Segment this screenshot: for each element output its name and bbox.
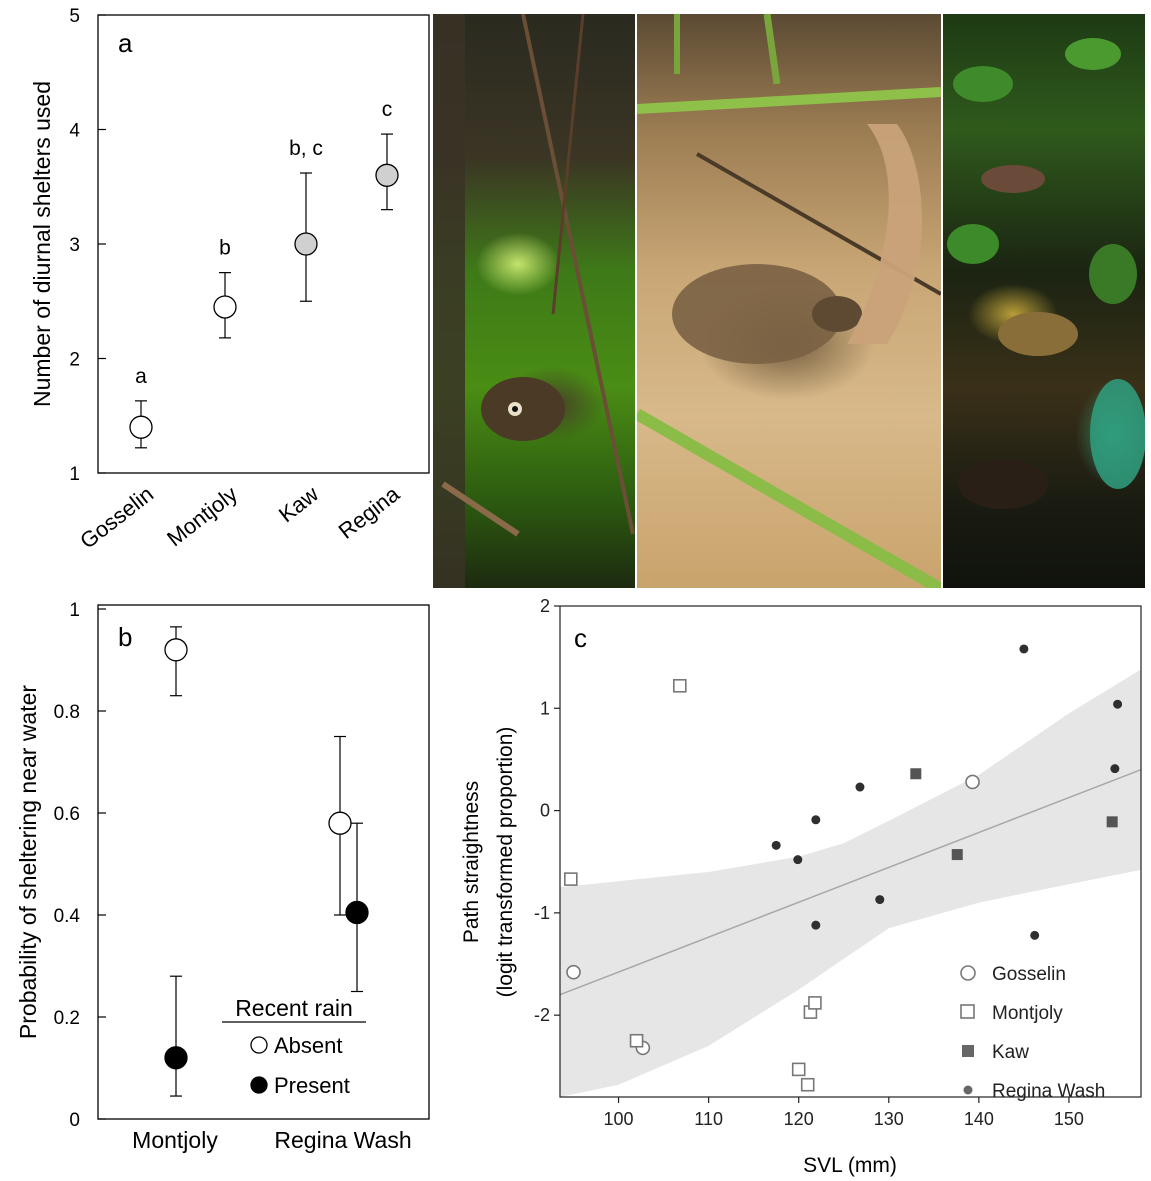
panel-c-montjoly-point <box>791 1062 806 1077</box>
panel-a-x-tick-label-gosselin: Gosselin <box>75 481 158 553</box>
panel-c-kaw-point <box>951 849 963 861</box>
panel-b-y-tick-label: 0 <box>69 1110 80 1131</box>
panel-a-y-tick-label: 4 <box>69 121 80 142</box>
panel-c-montjoly-point <box>629 1033 644 1048</box>
legend-gosselin-marker <box>960 965 976 981</box>
legend-present-label: Present <box>274 1073 350 1098</box>
photo-3-details <box>947 38 1145 509</box>
panel-c-gosselin-point <box>965 774 980 790</box>
panel-c-regina-wash-point <box>1019 644 1029 654</box>
photo-1-details <box>433 14 635 588</box>
panel-b-present-regina-wash-point <box>345 900 369 925</box>
legend-regina-wash-label: Regina Wash <box>992 1081 1105 1102</box>
panel-a-regina-significance-letter: c <box>382 98 393 121</box>
panel-a-x-tick-label-montjoly: Montjoly <box>162 481 242 551</box>
panel-a-montjoly-significance-letter: b <box>219 237 231 260</box>
legend-montjoly-label: Montjoly <box>992 1003 1063 1024</box>
panel-c-fit-line <box>559 768 1142 996</box>
panel-a-x-tick-label-kaw: Kaw <box>274 481 323 527</box>
panel-b-x-tick-label-montjoly: Montjoly <box>132 1127 218 1153</box>
panel-a-plot-frame <box>97 14 430 474</box>
panel-a-y-tick-label: 1 <box>69 464 80 485</box>
panel-a: a Number of diurnal shelters used 12345 … <box>29 6 430 554</box>
toad-in-leaf-litter-photo <box>943 14 1145 588</box>
panel-c: c Path straightness (logit transformed p… <box>460 596 1142 1177</box>
panel-b-absent-regina-wash-point <box>328 811 352 835</box>
panel-c-kaw-point <box>1106 816 1118 828</box>
legend-absent-marker <box>250 1036 268 1054</box>
panel-a-y-axis-label: Number of diurnal shelters used <box>29 81 55 407</box>
panel-c-regina-wash-point <box>793 855 803 865</box>
panel-b: b Probability of sheltering near water 0… <box>15 600 430 1153</box>
panel-c-y-tick-label: -2 <box>534 1005 550 1025</box>
panel-c-y-axis-label-line-1: Path straightness <box>460 781 483 943</box>
panel-c-x-axis-label: SVL (mm) <box>803 1154 897 1177</box>
panel-c-confidence-band <box>560 669 1141 1097</box>
panel-a-gosselin-point <box>129 415 153 439</box>
panel-a-y-tick-label: 3 <box>69 235 80 256</box>
toad-in-green-water-photo <box>433 14 635 588</box>
panel-c-y-axis-label-line-2: (logit transformed proportion) <box>494 727 517 998</box>
legend-kaw-label: Kaw <box>992 1042 1029 1063</box>
panel-b-x-tick-label-regina-wash: Regina Wash <box>274 1127 411 1153</box>
panel-c-y-tick-label: 2 <box>540 596 550 616</box>
legend-present-marker <box>250 1076 268 1094</box>
panel-b-y-tick-label: 0.6 <box>54 804 80 825</box>
panel-b-y-tick-label: 0.8 <box>54 702 80 723</box>
panel-c-y-tick-label: 1 <box>540 698 550 718</box>
panel-a-montjoly-point <box>213 295 237 319</box>
panel-a-kaw-significance-letter: b, c <box>289 137 323 160</box>
panel-b-legend: Recent rain Absent Present <box>222 995 366 1098</box>
panel-c-montjoly-point <box>673 678 687 693</box>
panel-c-regina-wash-point <box>1110 764 1120 774</box>
toad-on-sand-photo <box>637 14 941 588</box>
legend-gosselin-label: Gosselin <box>992 964 1066 985</box>
panel-c-x-tick-label: 140 <box>964 1109 994 1129</box>
panel-c-x-tick-label: 130 <box>874 1109 904 1129</box>
panel-b-plot-frame <box>97 604 430 1120</box>
panel-b-present-montjoly-point <box>164 1046 188 1070</box>
panel-c-x-tick-label: 110 <box>694 1109 723 1129</box>
legend-regina-wash-marker <box>963 1085 973 1095</box>
panel-c-montjoly-point <box>564 872 578 886</box>
panel-c-plot-frame <box>559 605 1142 1098</box>
panel-c-legend: Gosselin Montjoly Kaw Regina Wash <box>960 964 1105 1102</box>
panel-c-montjoly-point <box>808 996 822 1010</box>
panel-c-regina-wash-point <box>855 782 865 792</box>
panel-a-x-tick-label-regina: Regina <box>334 481 405 544</box>
panel-a-y-tick-label: 2 <box>69 350 80 371</box>
panel-c-montjoly-point <box>800 1077 815 1092</box>
photo-2-details <box>637 14 941 588</box>
panel-a-y-tick-label: 5 <box>69 6 80 27</box>
panel-a-letter: a <box>118 28 133 58</box>
panel-c-regina-wash-point <box>1030 930 1040 940</box>
panel-b-y-tick-label: 0.4 <box>54 906 81 927</box>
panel-b-y-tick-label: 1 <box>69 600 80 621</box>
panel-a-gosselin-significance-letter: a <box>135 365 147 388</box>
panel-c-regina-wash-point <box>875 895 885 905</box>
legend-kaw-marker <box>962 1045 974 1057</box>
panel-b-y-tick-label: 0.2 <box>54 1008 80 1029</box>
panel-b-absent-montjoly-point <box>164 638 188 662</box>
panel-b-y-axis-label: Probability of sheltering near water <box>15 685 41 1039</box>
legend-absent-label: Absent <box>274 1033 343 1058</box>
panel-c-letter: c <box>574 623 587 653</box>
panel-c-x-tick-label: 120 <box>784 1109 814 1129</box>
panel-c-regina-wash-point <box>811 815 821 825</box>
panel-c-regina-wash-point <box>1113 699 1123 709</box>
panel-c-gosselin-point <box>566 964 581 980</box>
panel-c-y-tick-label: 0 <box>540 801 550 821</box>
panel-c-x-tick-label: 100 <box>604 1109 634 1129</box>
legend-montjoly-marker <box>960 1004 975 1019</box>
panel-c-x-tick-label: 150 <box>1054 1109 1084 1129</box>
panel-c-y-tick-label: -1 <box>534 903 550 923</box>
legend-title-recent-rain: Recent rain <box>235 995 353 1021</box>
panel-c-regina-wash-point <box>811 920 821 930</box>
panel-b-letter: b <box>118 622 132 652</box>
panel-c-regina-wash-point <box>771 840 781 850</box>
panel-c-kaw-point <box>910 768 922 780</box>
panel-a-kaw-point <box>294 232 318 256</box>
panel-a-regina-point <box>375 163 399 187</box>
